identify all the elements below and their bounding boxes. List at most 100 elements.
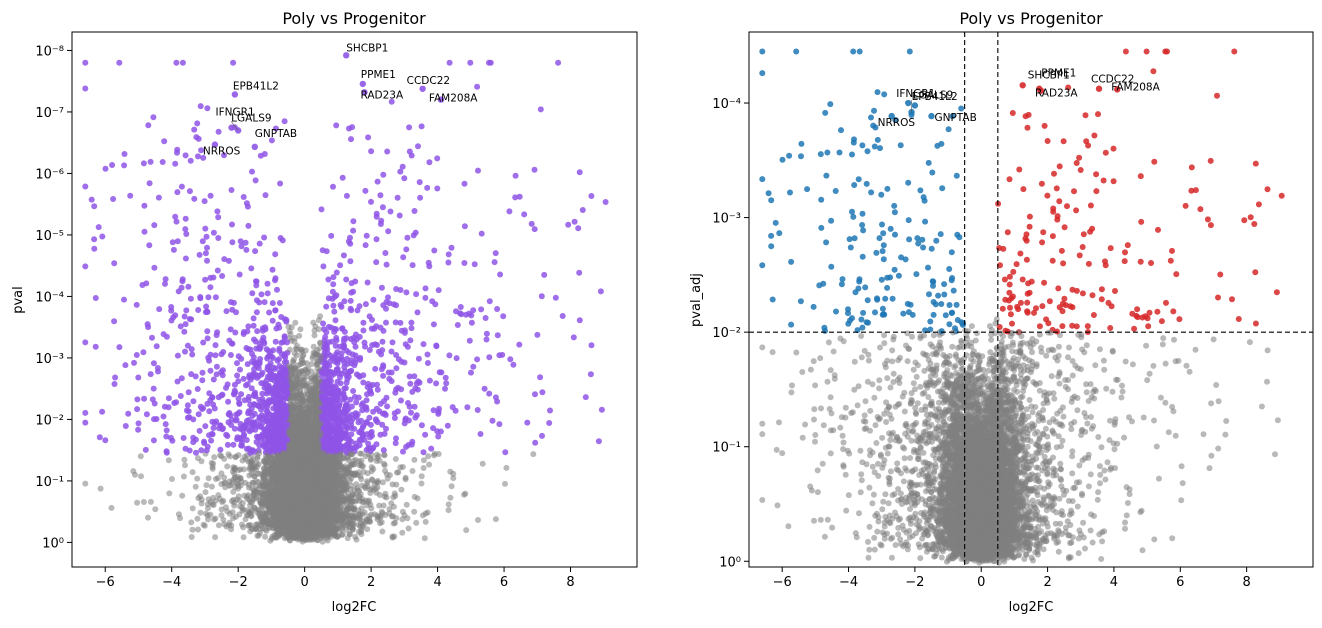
scatter-point — [266, 309, 273, 316]
scatter-point — [214, 208, 221, 215]
scatter-point — [445, 259, 452, 266]
scatter-point — [424, 184, 431, 191]
scatter-point — [212, 515, 219, 522]
scatter-point — [182, 226, 189, 233]
scatter-point — [235, 395, 242, 402]
scatter-point — [146, 180, 153, 187]
scatter-point — [202, 276, 209, 283]
scatter-point — [150, 114, 157, 121]
scatter-point — [202, 423, 209, 430]
scatter-point — [393, 365, 400, 372]
scatter-point — [322, 334, 329, 340]
scatter-point — [225, 398, 232, 405]
scatter-point — [189, 469, 196, 476]
scatter-point — [227, 352, 234, 358]
scatter-point — [82, 263, 89, 270]
scatter-point — [350, 218, 357, 225]
scatter-point — [404, 515, 411, 522]
scatter-point — [425, 453, 432, 460]
scatter-point — [486, 59, 492, 66]
scatter-point — [229, 221, 235, 228]
scatter-point — [415, 355, 422, 362]
scatter-point — [204, 105, 211, 112]
scatter-point — [137, 453, 144, 460]
scatter-point — [391, 533, 398, 540]
scatter-point — [130, 468, 137, 475]
scatter-point — [428, 445, 435, 452]
scatter-point — [356, 373, 363, 380]
scatter-point — [450, 475, 457, 482]
scatter-point — [403, 501, 410, 508]
scatter-point — [236, 400, 243, 406]
scatter-point — [218, 512, 225, 519]
scatter-point — [420, 465, 427, 471]
scatter-point — [343, 379, 350, 386]
scatter-point — [406, 124, 413, 131]
scatter-point — [116, 59, 123, 66]
scatter-point — [163, 427, 170, 434]
scatter-point — [183, 231, 190, 237]
scatter-point — [426, 159, 433, 166]
scatter-point — [342, 385, 349, 392]
scatter-point — [453, 355, 460, 362]
scatter-point — [269, 266, 276, 273]
scatter-point — [475, 167, 481, 174]
scatter-point — [411, 403, 418, 410]
scatter-point — [408, 152, 415, 159]
scatter-point — [192, 483, 199, 490]
scatter-point — [541, 271, 548, 278]
scatter-point — [188, 534, 195, 540]
scatter-point — [464, 404, 471, 411]
scatter-point — [178, 284, 185, 291]
scatter-point — [169, 239, 176, 246]
scatter-point — [424, 509, 431, 516]
scatter-point — [380, 410, 386, 417]
scatter-point — [245, 222, 252, 229]
scatter-point — [252, 248, 259, 255]
scatter-point — [383, 261, 390, 268]
scatter-point — [196, 427, 203, 434]
scatter-point — [332, 317, 339, 324]
scatter-point — [337, 262, 344, 269]
scatter-point — [240, 534, 247, 541]
scatter-point — [140, 499, 147, 505]
scatter-point — [409, 262, 416, 269]
scatter-point — [218, 351, 225, 358]
scatter-point — [217, 446, 224, 453]
scatter-point — [150, 437, 157, 444]
scatter-point — [223, 384, 229, 391]
scatter-point — [555, 59, 562, 66]
scatter-point — [195, 153, 201, 160]
scatter-point — [386, 375, 393, 382]
scatter-point — [466, 337, 473, 344]
scatter-point — [199, 377, 206, 384]
scatter-point — [173, 59, 180, 66]
scatter-point — [378, 366, 385, 373]
scatter-point — [395, 384, 401, 391]
scatter-point — [330, 302, 337, 309]
scatter-point — [297, 326, 304, 333]
scatter-point — [224, 441, 231, 448]
scatter-point — [445, 507, 452, 514]
scatter-point — [434, 185, 441, 192]
scatter-point — [174, 149, 180, 156]
scatter-point — [447, 494, 454, 501]
left-scatter-points — [82, 59, 609, 545]
scatter-point — [348, 431, 355, 438]
scatter-point — [142, 446, 149, 453]
scatter-point — [121, 296, 127, 303]
scatter-point — [269, 300, 276, 307]
scatter-point — [420, 341, 427, 348]
scatter-point — [212, 342, 219, 349]
scatter-point — [421, 535, 428, 542]
scatter-point — [367, 456, 374, 463]
scatter-point — [360, 463, 366, 469]
scatter-point — [220, 497, 227, 504]
scatter-point — [272, 251, 279, 258]
scatter-point — [180, 473, 187, 480]
scatter-point — [433, 343, 440, 350]
scatter-point — [413, 519, 420, 526]
scatter-point — [528, 220, 535, 227]
scatter-point — [248, 265, 255, 272]
